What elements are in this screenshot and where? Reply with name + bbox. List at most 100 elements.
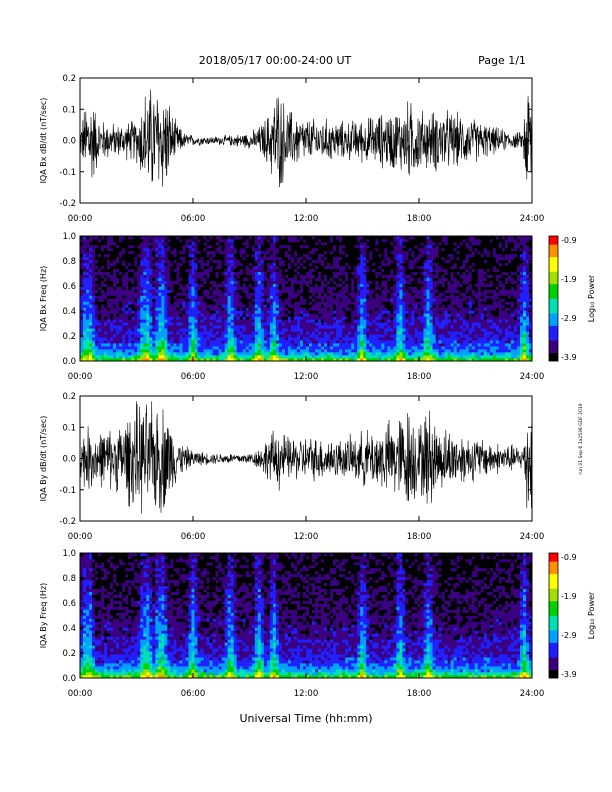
heatmap-cell <box>399 346 403 350</box>
heatmap-cell <box>327 265 331 270</box>
heatmap-cell <box>104 253 108 258</box>
heatmap-cell <box>212 334 216 338</box>
heatmap-cell <box>152 349 156 353</box>
heatmap-cell <box>119 331 123 335</box>
heatmap-cell <box>351 286 355 290</box>
heatmap-cell <box>336 286 340 290</box>
heatmap-cell <box>203 349 207 353</box>
heatmap-cell <box>152 298 156 302</box>
heatmap-cell <box>381 322 385 326</box>
heatmap-cell <box>224 355 228 359</box>
heatmap-cell <box>312 259 316 264</box>
heatmap-cell <box>293 274 298 278</box>
heatmap-cell <box>113 316 117 320</box>
heatmap-cell <box>426 253 430 258</box>
heatmap-cell <box>336 238 340 243</box>
heatmap-cell <box>242 349 247 353</box>
heatmap-cell <box>414 274 418 278</box>
heatmap-cell <box>170 340 174 344</box>
heatmap-cell <box>411 241 415 246</box>
heatmap-cell <box>420 340 424 344</box>
heatmap-cell <box>284 292 289 296</box>
heatmap-cell <box>429 286 433 290</box>
heatmap-cell <box>161 337 165 341</box>
heatmap-cell <box>209 236 213 240</box>
heatmap-cell <box>155 280 159 284</box>
heatmap-cell <box>275 307 280 311</box>
heatmap-cell <box>360 301 364 305</box>
heatmap-cell <box>257 304 262 308</box>
heatmap-cell <box>378 295 382 299</box>
heatmap-cell <box>417 268 421 273</box>
heatmap-cell <box>95 268 99 273</box>
heatmap-cell <box>287 298 292 302</box>
heatmap-cell <box>257 277 262 281</box>
heatmap-cell <box>128 244 132 249</box>
heatmap-cell <box>89 250 93 255</box>
heatmap-cell <box>302 316 307 320</box>
heatmap-cell <box>381 277 385 281</box>
heatmap-cell <box>414 334 418 338</box>
heatmap-cell <box>152 289 156 293</box>
heatmap-cell <box>248 358 253 362</box>
heatmap-cell <box>324 253 328 258</box>
heatmap-cell <box>194 358 198 362</box>
heatmap-cell <box>399 292 403 296</box>
heatmap-cell <box>206 334 210 338</box>
heatmap-cell <box>212 262 216 267</box>
heatmap-cell <box>375 292 379 296</box>
heatmap-cell <box>336 337 340 341</box>
heatmap-cell <box>200 256 204 261</box>
heatmap-cell <box>402 259 406 264</box>
heatmap-cell <box>206 295 210 299</box>
heatmap-cell <box>236 271 240 275</box>
heatmap-cell <box>296 253 301 258</box>
heatmap-cell <box>236 241 240 246</box>
heatmap-cell <box>296 304 301 308</box>
heatmap-cell <box>89 241 93 246</box>
heatmap-cell <box>98 268 102 273</box>
heatmap-cell <box>254 250 259 255</box>
heatmap-cell <box>324 334 328 338</box>
heatmap-cell <box>339 259 343 264</box>
heatmap-cell <box>254 277 259 281</box>
heatmap-cell <box>101 343 105 347</box>
heatmap-cell <box>312 247 316 252</box>
heatmap-cell <box>254 295 259 299</box>
heatmap-cell <box>342 262 346 267</box>
heatmap-cell <box>339 298 343 302</box>
heatmap-cell <box>281 244 286 249</box>
heatmap-cell <box>312 304 316 308</box>
heatmap-cell <box>351 325 355 329</box>
heatmap-cell <box>158 244 162 249</box>
heatmap-cell <box>80 346 84 350</box>
heatmap-cell <box>233 236 237 240</box>
heatmap-cell <box>330 319 334 323</box>
heatmap-cell <box>161 304 165 308</box>
heatmap-cell <box>194 295 198 299</box>
heatmap-cell <box>272 301 277 305</box>
heatmap-cell <box>191 244 195 249</box>
heatmap-cell <box>188 352 192 356</box>
heatmap-cell <box>194 328 198 332</box>
heatmap-cell <box>417 250 421 255</box>
heatmap-cell <box>423 289 427 293</box>
heatmap-cell <box>420 349 424 353</box>
heatmap-cell <box>158 236 162 240</box>
heatmap-cell <box>360 283 364 287</box>
heatmap-cell <box>107 238 111 243</box>
heatmap-cell <box>396 346 400 350</box>
heatmap-cell <box>173 313 177 317</box>
heatmap-cell <box>408 340 412 344</box>
heatmap-cell <box>179 313 183 317</box>
heatmap-cell <box>167 358 171 362</box>
heatmap-cell <box>254 310 259 314</box>
heatmap-cell <box>179 253 183 258</box>
heatmap-cell <box>375 355 379 359</box>
heatmap-cell <box>188 325 192 329</box>
heatmap-cell <box>218 289 222 293</box>
heatmap-cell <box>173 271 177 275</box>
heatmap-cell <box>327 274 331 278</box>
heatmap-cell <box>275 262 280 267</box>
heatmap-cell <box>375 334 379 338</box>
